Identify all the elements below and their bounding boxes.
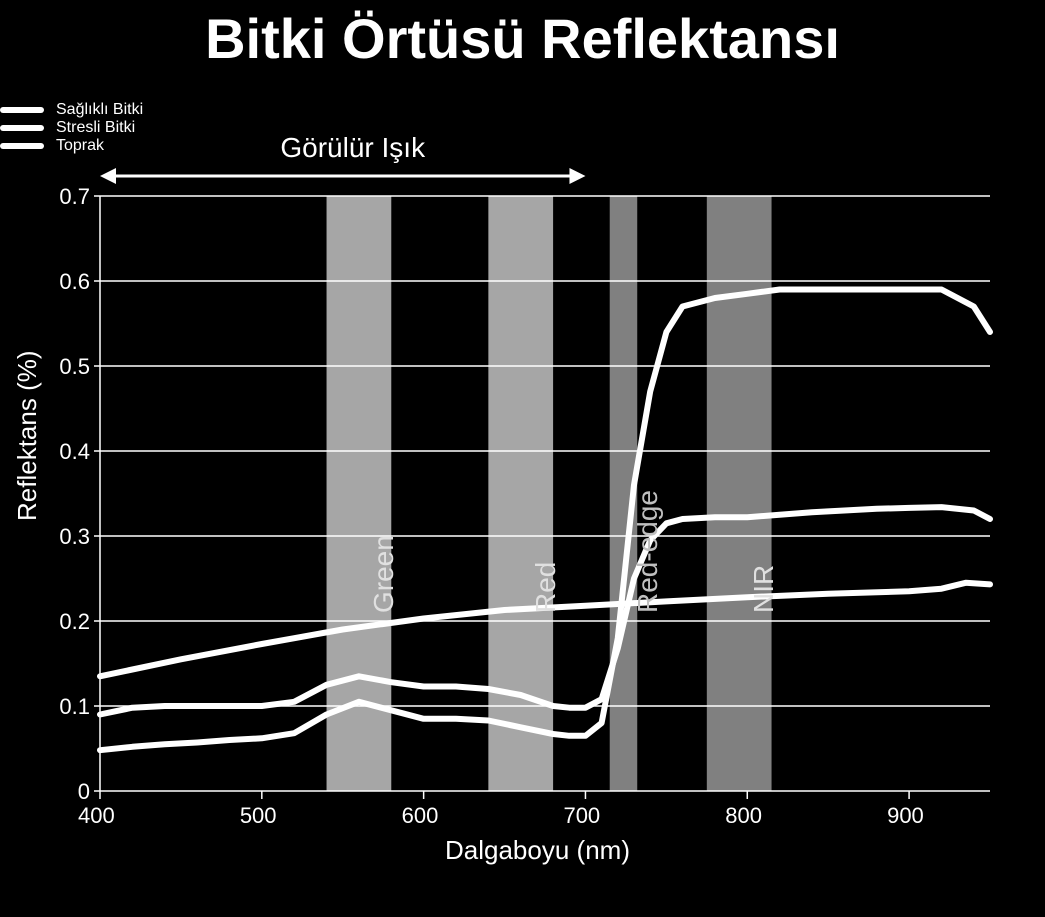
page-title: Bitki Örtüsü Reflektansı: [0, 0, 1045, 71]
x-tick-label: 900: [887, 803, 924, 829]
band-nir: [707, 196, 772, 791]
band-label-red-edge: Red-edge: [632, 490, 664, 613]
arrow-right-icon: [569, 168, 585, 184]
x-tick-label: 400: [78, 803, 115, 829]
y-tick-label: 0.2: [59, 609, 90, 635]
y-tick-label: 0.4: [59, 439, 90, 465]
arrow-left-icon: [100, 168, 116, 184]
band-label-green: Green: [368, 535, 400, 613]
band-label-nir: NIR: [748, 564, 780, 612]
y-tick-label: 0.7: [59, 184, 90, 210]
y-tick-label: 0: [78, 779, 90, 805]
x-tick-label: 600: [402, 803, 439, 829]
y-tick-label: 0.6: [59, 269, 90, 295]
x-tick-label: 500: [240, 803, 277, 829]
y-axis-label: Reflektans (%): [12, 351, 43, 522]
x-tick-label: 800: [725, 803, 762, 829]
x-tick-label: 700: [563, 803, 600, 829]
y-tick-label: 0.1: [59, 694, 90, 720]
chart-svg: [0, 101, 1045, 881]
x-axis-label: Dalgaboyu (nm): [445, 835, 630, 866]
y-tick-label: 0.5: [59, 354, 90, 380]
chart-container: Reflektans (%) Dalgaboyu (nm) Görülür Iş…: [0, 101, 1045, 861]
y-tick-label: 0.3: [59, 524, 90, 550]
band-label-red: Red: [530, 561, 562, 612]
visible-light-label: Görülür Işık: [253, 132, 453, 164]
